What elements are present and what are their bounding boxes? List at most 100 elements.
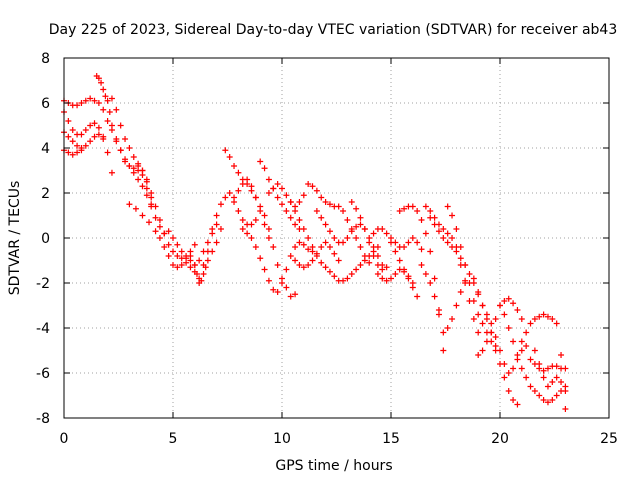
data-point (148, 190, 155, 196)
data-point (505, 295, 512, 302)
data-point (318, 214, 325, 221)
y-tick-label: 6 (41, 96, 50, 112)
data-point (331, 273, 338, 280)
data-point (553, 374, 560, 381)
data-point (558, 379, 565, 385)
data-point (78, 131, 85, 138)
data-point (348, 271, 355, 277)
data-point (87, 122, 94, 129)
y-axis-label: SDTVAR / TECUs (7, 181, 23, 296)
data-point (501, 361, 508, 367)
data-point (518, 365, 525, 372)
data-point (531, 347, 538, 354)
data-point (405, 239, 412, 246)
data-point (335, 203, 342, 210)
data-point (235, 169, 242, 176)
data-point (449, 316, 456, 322)
series-arc-12 (222, 147, 299, 300)
series-arc-7 (126, 201, 198, 271)
data-point (422, 271, 429, 277)
series-arc-6 (108, 95, 155, 201)
data-point (292, 257, 299, 264)
data-point (357, 244, 364, 250)
series-arc-19 (305, 181, 373, 266)
y-tick-label: 4 (41, 141, 50, 157)
data-point (549, 397, 556, 403)
data-point (161, 230, 168, 237)
data-point (501, 374, 508, 381)
x-tick-label: 5 (169, 431, 178, 447)
data-point (283, 192, 290, 199)
series-arc-20 (313, 208, 386, 268)
data-point (69, 127, 76, 133)
data-point (257, 158, 264, 165)
data-point (531, 388, 538, 394)
data-point (444, 325, 451, 331)
data-point (287, 199, 294, 205)
data-point (165, 253, 172, 259)
y-tick-label: 2 (41, 186, 50, 202)
data-point (326, 201, 333, 208)
data-point (296, 262, 303, 268)
data-point (553, 392, 560, 399)
data-point (383, 264, 390, 271)
data-point (331, 235, 338, 241)
data-point (483, 311, 490, 318)
series-arc-30 (470, 275, 530, 376)
data-point (383, 277, 390, 284)
data-point (222, 194, 229, 201)
data-point (536, 392, 543, 399)
data-point (518, 347, 525, 354)
data-point (540, 367, 547, 374)
data-point (193, 271, 200, 277)
data-point (536, 361, 543, 367)
data-point (82, 97, 89, 104)
data-point (313, 250, 320, 257)
data-point (431, 221, 438, 228)
data-point (202, 264, 209, 271)
data-point (170, 235, 176, 241)
y-tick-label: -6 (36, 366, 50, 382)
data-point (257, 208, 264, 214)
data-point (292, 291, 299, 298)
data-point (222, 147, 229, 154)
data-point (305, 262, 312, 268)
data-point (374, 262, 381, 268)
data-point (132, 205, 139, 212)
data-point (544, 365, 551, 372)
data-point (113, 136, 120, 142)
data-point (409, 280, 416, 286)
data-point (261, 165, 268, 172)
data-point (209, 248, 216, 255)
data-point (357, 221, 364, 228)
data-point (479, 302, 486, 309)
data-point (126, 145, 133, 151)
data-point (322, 239, 329, 246)
data-point (261, 266, 268, 273)
data-point (322, 221, 329, 228)
data-point (370, 253, 377, 259)
series-arc-32 (497, 302, 569, 406)
series-arc-33 (518, 311, 569, 412)
series-arc-5 (93, 73, 168, 237)
data-point (287, 253, 294, 259)
data-point (444, 203, 451, 210)
data-point (453, 302, 460, 309)
data-point (187, 264, 194, 271)
data-point (322, 264, 329, 271)
data-point (414, 239, 421, 246)
data-point (401, 205, 408, 212)
data-point (165, 241, 172, 248)
data-point (244, 176, 251, 183)
data-point (74, 142, 81, 149)
data-point (440, 235, 447, 241)
data-point (518, 338, 525, 345)
data-point (427, 248, 434, 255)
series-arc-29 (444, 203, 521, 408)
data-point (418, 262, 425, 268)
data-point (239, 181, 246, 187)
data-point (401, 244, 408, 250)
data-point (300, 226, 307, 232)
data-point (427, 208, 434, 214)
